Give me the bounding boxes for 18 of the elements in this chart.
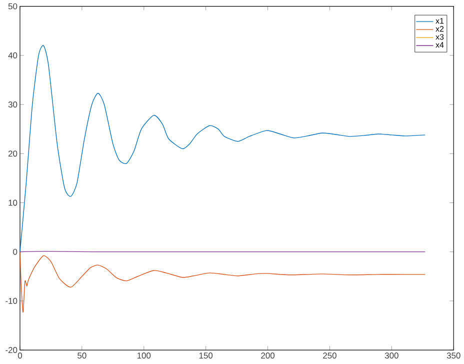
y-tick-label: 10	[8, 200, 18, 206]
x-tick-label: 250	[323, 352, 336, 359]
y-tick-label: 0	[13, 248, 18, 255]
x-tick-label: 50	[78, 352, 86, 359]
x-tick-label: 100	[137, 352, 151, 359]
y-tick-label: 50	[8, 3, 18, 10]
x-tick-label: 300	[384, 352, 398, 359]
y-tick-label: 30	[8, 102, 18, 108]
x-tick-label: 0	[18, 352, 22, 359]
y-tick-label: -20	[6, 347, 18, 354]
x-tick-label: 200	[261, 352, 275, 359]
x-tick-label: 150	[199, 352, 213, 359]
line-series	[20, 251, 426, 313]
line-series	[20, 45, 426, 252]
y-tick-label: 40	[8, 52, 18, 58]
y-tick-label: -10	[6, 298, 18, 304]
y-tick-label: 20	[8, 150, 18, 157]
x-tick-label: 350	[446, 352, 460, 359]
